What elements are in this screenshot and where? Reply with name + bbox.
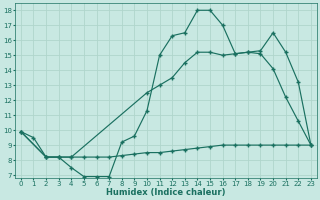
X-axis label: Humidex (Indice chaleur): Humidex (Indice chaleur) [106, 188, 226, 197]
